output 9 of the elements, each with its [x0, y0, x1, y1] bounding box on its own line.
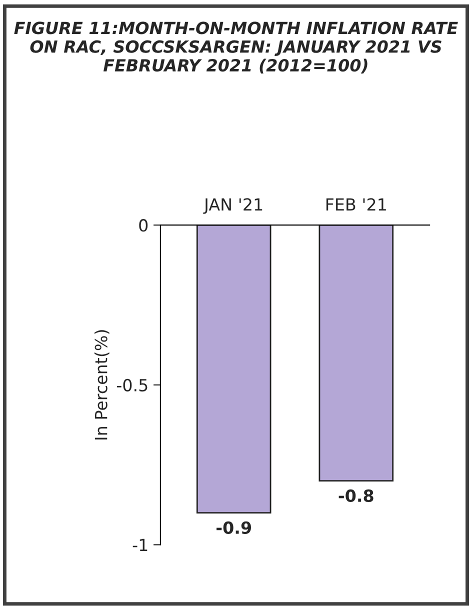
- data-label: -0.8: [338, 489, 374, 502]
- y-axis-title: In Percent(%): [94, 330, 110, 440]
- x-tick-label: JAN '21: [203, 198, 262, 214]
- y-tick-label: -1: [132, 538, 148, 552]
- y-tick-label: -0.5: [116, 378, 148, 392]
- x-tick-label: FEB '21: [326, 198, 386, 211]
- y-tick-label: 0: [139, 219, 148, 232]
- data-label: -0.9: [216, 521, 252, 534]
- chart-title: FIGURE 11:MONTH-ON-MONTH INFLATION RATE ON RAC, SOCCSKSARGEN: JANUARY 2021 VS FEBRUARY 2021 (2012=100): [14, 22, 458, 74]
